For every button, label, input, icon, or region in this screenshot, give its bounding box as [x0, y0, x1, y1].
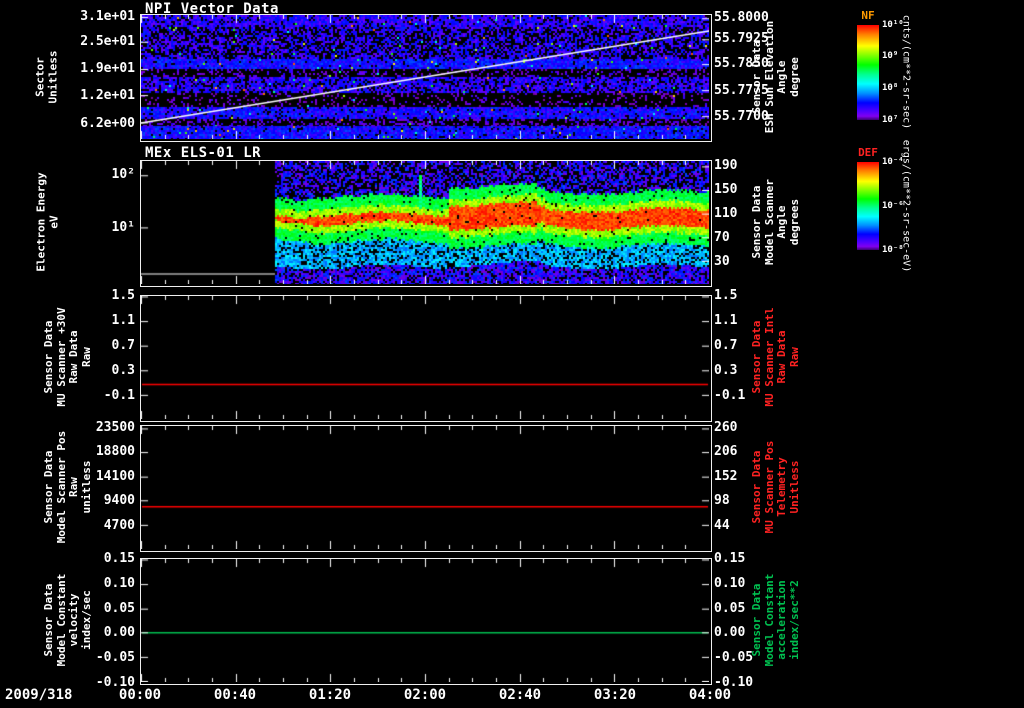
- y-axis-tick-label: 14100: [95, 469, 135, 484]
- right-axis-tick-label: 98: [714, 493, 730, 508]
- y-axis-tick-label: 10¹: [111, 220, 135, 235]
- right-axis-tick-label: 55.7925: [714, 31, 769, 47]
- right-axis-tick-label: 55.8000: [714, 9, 769, 25]
- right-axis-tick-label: -0.1: [714, 388, 746, 403]
- panel-mu-scanner-30v: [140, 295, 712, 422]
- right-axis-tick-label: 190: [714, 158, 738, 173]
- x-axis-tick-label: 01:20: [308, 687, 352, 703]
- y-axis-tick-label: 10²: [111, 167, 135, 182]
- colorbar-tick-label: 10¹⁰: [882, 20, 904, 30]
- right-axis-tick-label: 1.1: [714, 313, 738, 328]
- y-axis-tick-label: 0.15: [103, 551, 135, 566]
- y-axis-tick-label: 1.9e+01: [80, 61, 135, 77]
- y-axis-tick-label: 2.5e+01: [80, 33, 135, 49]
- right-axis-tick-label: -0.05: [714, 650, 754, 665]
- y-axis-tick-label: 3.1e+01: [80, 8, 135, 24]
- x-axis-tick-label: 02:40: [498, 687, 542, 703]
- right-axis-tick-label: 150: [714, 182, 738, 197]
- right-axis-tick-label: 0.3: [714, 363, 738, 378]
- mu-scanner-30v-canvas: [141, 296, 709, 419]
- colorbar-def: [857, 162, 879, 250]
- y-axis-tick-label: 0.00: [103, 625, 135, 640]
- y-axis-tick-label: -0.05: [95, 650, 135, 665]
- right-axis-tick-label: 0.15: [714, 551, 746, 566]
- right-axis-tick-label: 260: [714, 420, 738, 435]
- x-axis-tick-label: 04:00: [688, 687, 732, 703]
- y-axis-tick-label: 0.05: [103, 601, 135, 616]
- panel2-title: MEx ELS-01 LR: [145, 145, 262, 161]
- y-axis-tick-label: 9400: [103, 493, 135, 508]
- colorbar-nf-label: NF: [861, 9, 875, 22]
- colorbar-tick-label: 10⁻⁴: [882, 157, 904, 167]
- right-axis-tick-label: 55.7850: [714, 56, 769, 72]
- colorbar-tick-label: 10⁹: [882, 51, 899, 62]
- colorbar-tick-label: 10⁻⁶: [882, 201, 904, 211]
- y-axis-tick-label: 4700: [103, 518, 135, 533]
- right-axis-tick-label: 44: [714, 518, 730, 533]
- y-axis-tick-label: -0.1: [103, 388, 135, 403]
- panel-model-constant: [140, 558, 712, 685]
- panel-scanner-pos: [140, 425, 712, 552]
- panel-els-spectrogram: [140, 160, 712, 287]
- y-axis-tick-label: 6.2e+00: [80, 115, 135, 131]
- right-axis-tick-label: 0.00: [714, 625, 746, 640]
- model-constant-canvas: [141, 559, 709, 682]
- right-axis-tick-label: 110: [714, 206, 738, 221]
- scanner-pos-canvas: [141, 426, 709, 549]
- y-axis-tick-label: 23500: [95, 420, 135, 435]
- panel1-title: NPI Vector Data: [145, 1, 279, 17]
- y-axis-tick-label: 0.3: [111, 363, 135, 378]
- right-axis-tick-label: -0.10: [714, 675, 754, 690]
- right-axis-tick-label: 152: [714, 469, 738, 484]
- y-axis-tick-label: 1.2e+01: [80, 87, 135, 103]
- colorbar-tick-label: 10⁸: [882, 82, 899, 93]
- x-axis-tick-label: 03:20: [593, 687, 637, 703]
- npi-spectrogram-canvas: [141, 15, 709, 139]
- y-axis-tick-label: 1.1: [111, 313, 135, 328]
- colorbar-tick-label: 10⁻⁸: [882, 245, 904, 255]
- right-axis-tick-label: 1.5: [714, 288, 738, 303]
- right-axis-tick-label: 0.7: [714, 338, 738, 353]
- colorbar-def-label: DEF: [858, 146, 878, 159]
- x-axis-tick-label: 02:00: [403, 687, 447, 703]
- y-axis-tick-label: 1.5: [111, 288, 135, 303]
- els-spectrogram-canvas: [141, 161, 709, 284]
- right-axis-tick-label: 0.10: [714, 576, 746, 591]
- x-axis-tick-label: 00:40: [213, 687, 257, 703]
- colorbar-tick-label: 10⁷: [882, 115, 899, 125]
- right-axis-tick-label: 206: [714, 444, 738, 459]
- panel-npi-spectrogram: [140, 14, 712, 142]
- y-axis-tick-label: -0.10: [95, 675, 135, 690]
- right-axis-tick-label: 55.7700: [714, 109, 769, 125]
- right-axis-tick-label: 0.05: [714, 601, 746, 616]
- x-axis-date-label: 2009/318: [5, 687, 73, 703]
- right-axis-tick-label: 30: [714, 254, 730, 269]
- x-axis-tick-label: 00:00: [118, 687, 162, 703]
- colorbar-nf-units: cnts/(cm**2-sr-sec): [900, 14, 912, 130]
- y-axis-tick-label: 18800: [95, 444, 135, 459]
- y-axis-tick-label: 0.10: [103, 576, 135, 591]
- y-axis-tick-label: 0.7: [111, 338, 135, 353]
- right-axis-tick-label: 70: [714, 230, 730, 245]
- right-axis-tick-label: 55.7775: [714, 82, 769, 98]
- colorbar-nf: [857, 25, 879, 120]
